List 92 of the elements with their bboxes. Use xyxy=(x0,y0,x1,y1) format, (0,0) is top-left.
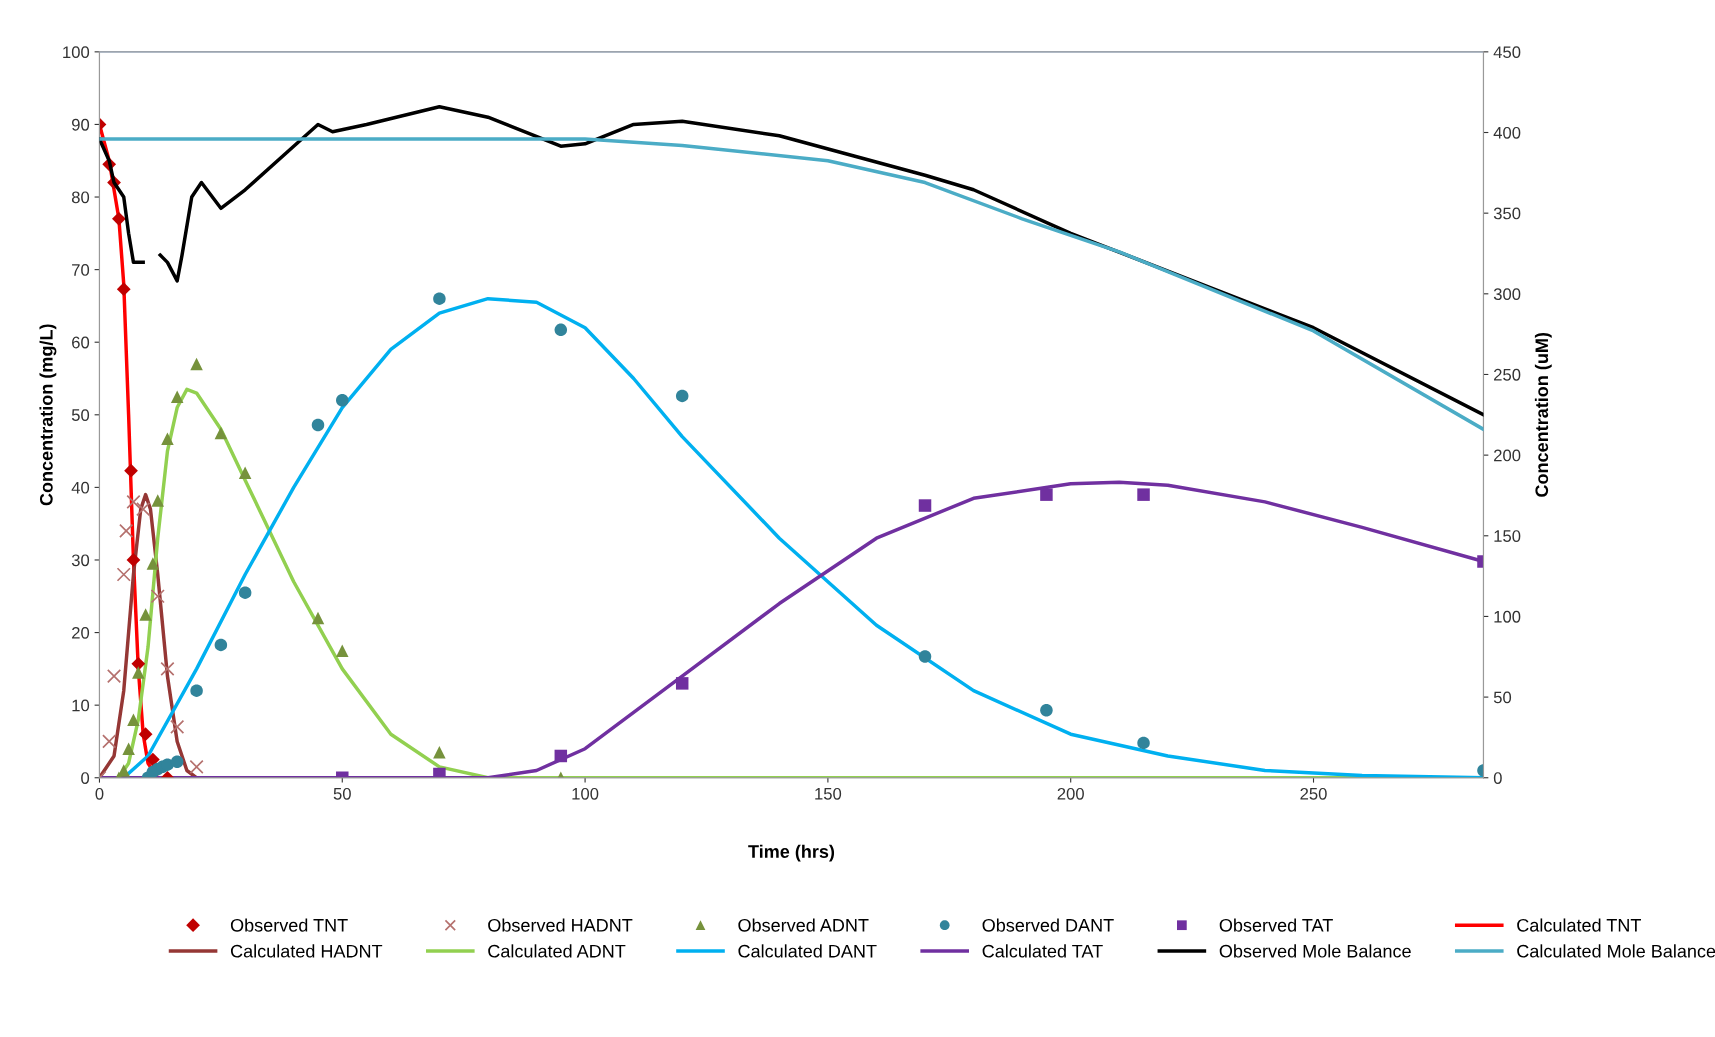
point xyxy=(214,426,228,440)
x-tick-label: 150 xyxy=(815,787,842,800)
point xyxy=(161,432,174,445)
point xyxy=(119,523,134,539)
point xyxy=(336,394,349,407)
point xyxy=(554,749,568,763)
legend-label: Calculated ADNT xyxy=(488,944,626,958)
legend-label: Calculated DANT xyxy=(738,944,877,958)
legend-label: Observed TNT xyxy=(230,918,348,932)
point xyxy=(170,390,184,403)
y-tick-label: 80 xyxy=(71,191,90,204)
legend-label: Calculated TNT xyxy=(1517,918,1641,932)
x-tick-label: 50 xyxy=(333,787,351,800)
point xyxy=(190,684,203,697)
point xyxy=(190,357,203,371)
point xyxy=(131,656,146,671)
point xyxy=(675,677,689,690)
y2-tick-label: 50 xyxy=(1493,691,1512,704)
point xyxy=(122,742,135,755)
y-tick-label: 0 xyxy=(81,772,90,784)
point xyxy=(918,650,932,663)
x-tick-label: 200 xyxy=(1057,787,1084,800)
point xyxy=(336,644,349,657)
y-tick-label: 60 xyxy=(72,336,90,349)
legend-label: Observed DANT xyxy=(982,918,1114,932)
point xyxy=(127,713,140,726)
y-tick-label: 40 xyxy=(71,481,90,494)
y-tick-label: 70 xyxy=(72,264,90,276)
point xyxy=(675,389,689,403)
point xyxy=(116,282,131,297)
point xyxy=(189,759,204,774)
point xyxy=(918,499,932,512)
x-axis-title: Time (hrs) xyxy=(748,844,835,862)
y-tick-label: 100 xyxy=(63,46,90,59)
legend-label: Observed Mole Balance xyxy=(1219,944,1411,958)
point xyxy=(238,466,252,480)
point xyxy=(1040,488,1053,501)
point xyxy=(170,719,185,735)
legend-label: Calculated TAT xyxy=(982,944,1103,958)
y2-tick-label: 200 xyxy=(1494,449,1521,462)
point xyxy=(102,734,117,749)
y-tick-label: 10 xyxy=(72,699,90,712)
y-tick-label: 30 xyxy=(71,554,90,567)
point xyxy=(311,418,325,432)
y2-tick-label: 100 xyxy=(1494,610,1521,623)
point xyxy=(1137,488,1150,501)
point xyxy=(136,502,151,517)
legend-label: Observed HADNT xyxy=(488,918,633,932)
x-tick-label: 0 xyxy=(95,787,104,800)
legend-label: Observed TAT xyxy=(1219,918,1333,932)
y2-tick-label: 400 xyxy=(1493,126,1521,139)
point xyxy=(311,611,325,625)
line-series xyxy=(99,492,199,778)
point xyxy=(139,608,152,621)
y2-tick-label: 300 xyxy=(1493,288,1521,301)
point xyxy=(238,586,252,599)
point xyxy=(126,494,141,509)
legend-label: Observed ADNT xyxy=(738,918,869,932)
y-tick-label: 50 xyxy=(71,409,90,421)
y2-axis-title: Concentration (uM) xyxy=(1534,332,1552,497)
point xyxy=(150,589,165,604)
point xyxy=(116,567,131,582)
y-axis-title: Concentration (mg/L) xyxy=(39,324,57,506)
y2-tick-label: 0 xyxy=(1493,772,1502,784)
point xyxy=(112,211,126,226)
point xyxy=(433,767,446,778)
point xyxy=(170,755,184,769)
y2-tick-label: 450 xyxy=(1493,46,1521,59)
point xyxy=(433,292,446,305)
point xyxy=(138,727,153,742)
x-tick-label: 100 xyxy=(572,787,599,800)
point xyxy=(1137,736,1150,750)
point xyxy=(124,463,138,478)
y-tick-label: 20 xyxy=(72,626,90,639)
point xyxy=(146,557,160,570)
y-tick-label: 90 xyxy=(71,118,90,131)
point xyxy=(554,323,568,337)
y2-tick-label: 350 xyxy=(1493,207,1521,220)
point xyxy=(132,666,145,679)
point xyxy=(126,553,141,567)
point xyxy=(151,494,164,507)
point xyxy=(160,661,175,676)
point xyxy=(146,752,160,767)
y2-tick-label: 250 xyxy=(1494,368,1521,381)
point xyxy=(106,669,122,684)
legend-label: Calculated Mole Balance xyxy=(1517,944,1715,958)
point xyxy=(1040,703,1053,717)
point xyxy=(433,746,446,759)
point xyxy=(214,638,228,652)
y2-tick-label: 150 xyxy=(1494,530,1521,542)
x-tick-label: 250 xyxy=(1300,787,1327,800)
legend-label: Calculated HADNT xyxy=(230,944,383,958)
